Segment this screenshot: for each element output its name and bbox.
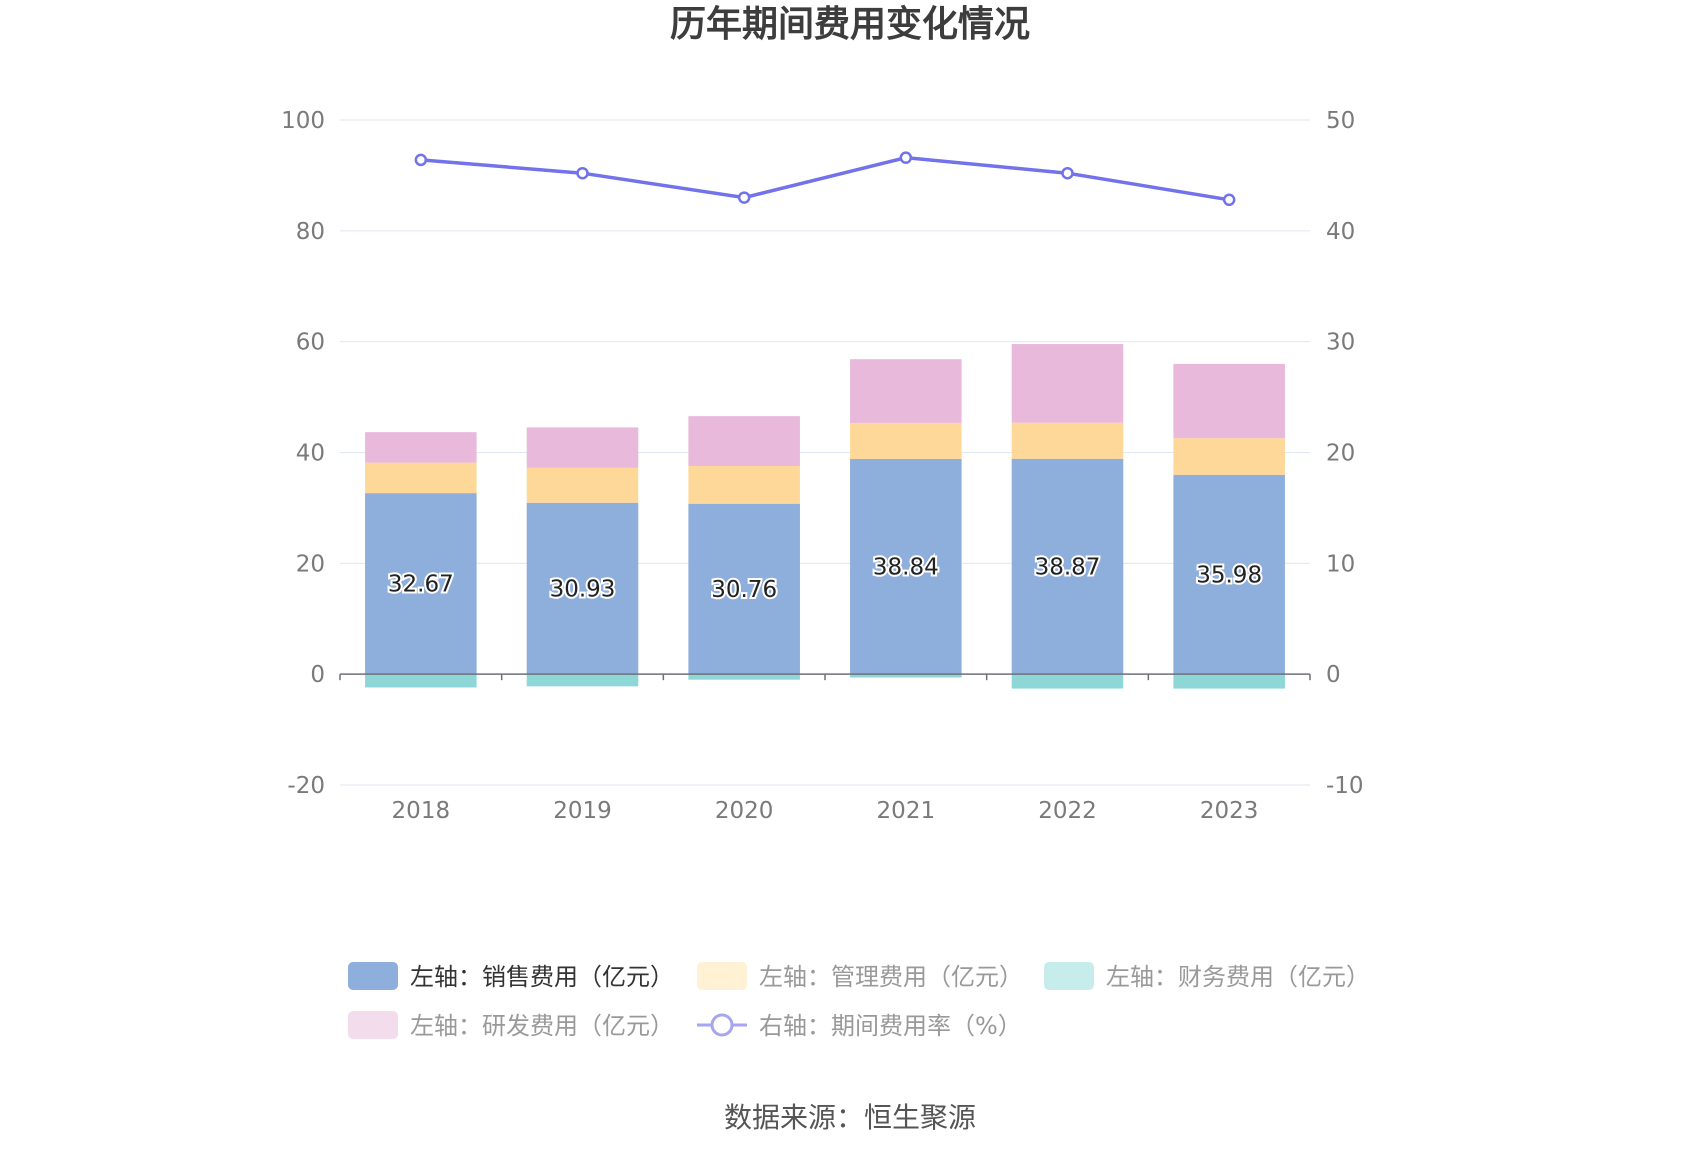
right-tick-label: -10 (1326, 773, 1364, 799)
right-tick-label: 20 (1326, 441, 1355, 467)
bar-segment (688, 466, 800, 504)
legend-swatch (348, 1011, 398, 1039)
line-point (737, 191, 751, 204)
line-point (414, 153, 428, 167)
bar-segment (688, 674, 800, 680)
x-axis-ticks: 2018 2019 2020 2021 2022 2023 (392, 798, 1259, 824)
bar-value-label: 38.84 (873, 555, 939, 581)
bar-segment (526, 427, 639, 468)
x-tick-label: 2018 (392, 798, 451, 824)
left-tick-label: 100 (281, 108, 325, 134)
bar-segment (365, 674, 477, 688)
legend-swatch (1044, 962, 1094, 990)
grid-lines (340, 119, 1310, 786)
bar-segment (365, 493, 477, 675)
bar-segment (526, 467, 639, 503)
bar-segment (688, 416, 800, 467)
left-tick-label: 0 (310, 662, 325, 688)
right-tick-label: 0 (1326, 662, 1341, 688)
left-tick-label: 80 (296, 219, 325, 245)
legend-label: 右轴：期间费用率（%） (759, 1012, 1022, 1040)
bar-segment (1011, 674, 1124, 689)
x-tick-label: 2021 (877, 798, 936, 824)
chart-title: 历年期间费用变化情况 (670, 3, 1030, 45)
bar-segment (1173, 363, 1285, 439)
bar-value-label: 30.76 (711, 577, 777, 603)
x-axis (339, 673, 1311, 681)
legend-swatch (697, 962, 747, 990)
right-tick-label: 40 (1326, 219, 1355, 245)
left-tick-label: -20 (287, 773, 325, 799)
right-axis-ticks: 50 40 30 20 10 0 -10 (1326, 108, 1364, 799)
line-point (1222, 193, 1236, 207)
bar-segment (526, 674, 639, 687)
data-source: 数据来源：恒生聚源 (724, 1101, 976, 1134)
bar-segment (850, 422, 962, 459)
left-tick-label: 20 (296, 551, 325, 577)
legend: 左轴：销售费用（亿元） 左轴：管理费用（亿元） 左轴：财务费用（亿元） 左轴：研发费用… (348, 962, 1370, 1040)
legend-label: 左轴：管理费用（亿元） (759, 963, 1023, 991)
bar-segment (1011, 458, 1124, 675)
line-path (420, 155, 1230, 202)
bar-segment (365, 432, 477, 463)
line-point (576, 166, 589, 180)
legend-label: 左轴：销售费用（亿元） (410, 963, 674, 991)
bar-segment (850, 674, 962, 678)
bar-segment (365, 462, 477, 494)
bar-segment (850, 458, 962, 675)
bar-segment (1011, 344, 1124, 423)
bar-value-label: 35.98 (1196, 562, 1262, 588)
left-tick-label: 40 (296, 441, 325, 467)
x-tick-label: 2022 (1038, 798, 1097, 824)
bar-segment (526, 502, 639, 675)
bar-segment (850, 359, 962, 423)
left-tick-label: 60 (296, 330, 325, 356)
bar-value-label: 30.93 (550, 576, 616, 602)
bar-value-label: 38.87 (1035, 554, 1101, 580)
line-point (1061, 166, 1074, 180)
bar-series (365, 344, 1285, 689)
bar-segment (1173, 674, 1285, 689)
bar-segment (1173, 474, 1285, 675)
legend-label: 左轴：财务费用（亿元） (1106, 963, 1370, 991)
bar-segment (1011, 422, 1124, 459)
bar-segment (1173, 438, 1285, 475)
right-tick-label: 10 (1326, 551, 1355, 577)
legend-swatch (348, 962, 398, 990)
right-tick-label: 30 (1326, 330, 1355, 356)
bar-labels: 32.67 30.93 30.76 38.84 38.87 35.98 (386, 552, 1264, 604)
bar-segment (688, 503, 800, 675)
legend-marker (710, 1013, 734, 1037)
right-tick-label: 50 (1326, 108, 1355, 134)
x-tick-label: 2020 (715, 798, 774, 824)
legend-label: 左轴：研发费用（亿元） (410, 1012, 674, 1040)
x-tick-label: 2019 (553, 798, 612, 824)
x-tick-label: 2023 (1200, 798, 1259, 824)
bar-value-label: 32.67 (388, 572, 454, 598)
expense-rate-line (414, 151, 1236, 207)
left-axis-ticks: 100 80 60 40 20 0 -20 (281, 108, 325, 799)
line-point (899, 151, 913, 164)
